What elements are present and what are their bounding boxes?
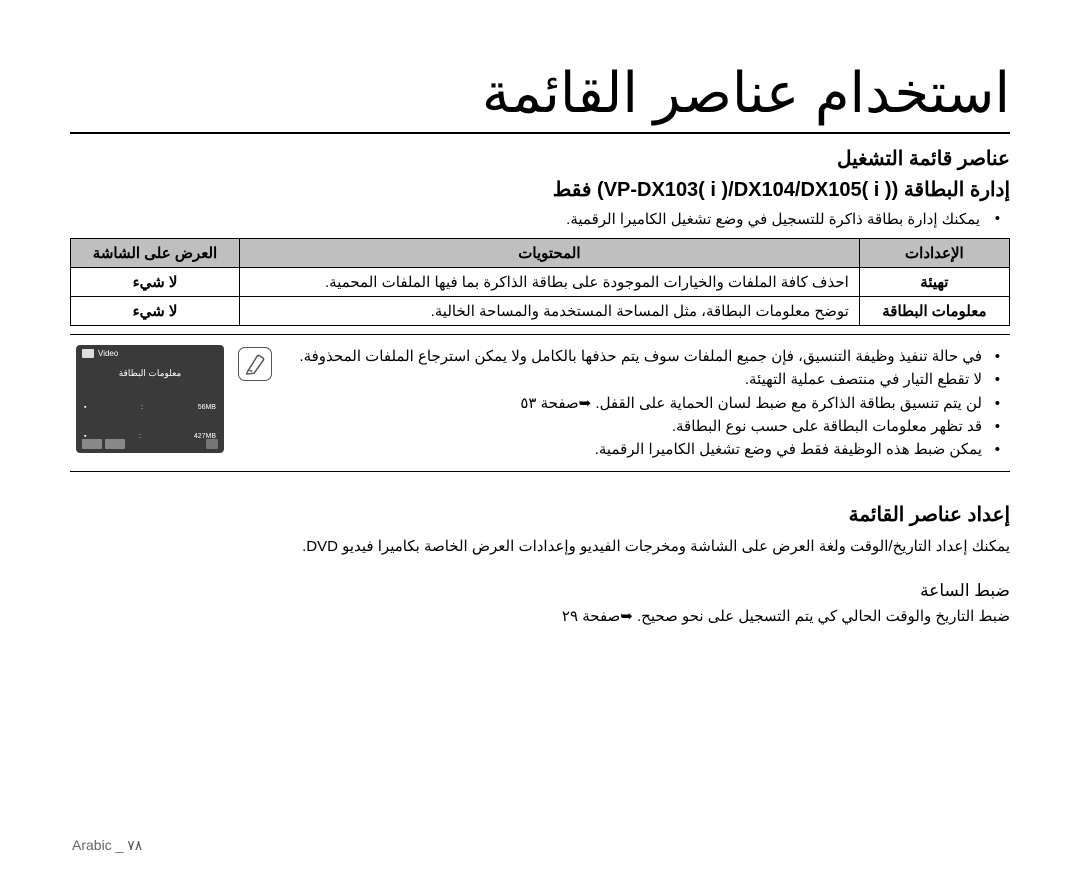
thumb-bottom-right bbox=[206, 439, 218, 449]
cell-display-1: لا شيء bbox=[71, 297, 240, 326]
cell-display-0: لا شيء bbox=[71, 268, 240, 297]
th-settings: الإعدادات bbox=[859, 239, 1009, 268]
note-item: قد تظهر معلومات البطاقة على حسب نوع البط… bbox=[286, 415, 1004, 438]
notes-list: في حالة تنفيذ وظيفة التنسيق، فإن جميع ال… bbox=[286, 345, 1004, 461]
subtitle-pre: إدارة البطاقة bbox=[904, 179, 1010, 201]
title-rule bbox=[70, 132, 1010, 134]
page-number-num: ٧٨ bbox=[127, 837, 142, 853]
page-number: Arabic _ ٧٨ bbox=[72, 837, 142, 854]
subtitle-post: فقط bbox=[553, 179, 592, 201]
page-number-word: Arabic bbox=[72, 837, 112, 853]
note-item: لا تقطع التيار في منتصف عملية التهيئة. bbox=[286, 368, 1004, 391]
note-item: في حالة تنفيذ وظيفة التنسيق، فإن جميع ال… bbox=[286, 345, 1004, 368]
table-row: معلومات البطاقة توضح معلومات البطاقة، مث… bbox=[71, 297, 1010, 326]
camera-screen-thumb: Video معلومات البطاقة ▪:56MB ▪:427MB bbox=[76, 345, 224, 453]
th-contents: المحتويات bbox=[240, 239, 860, 268]
page-title: استخدام عناصر القائمة bbox=[70, 60, 1010, 126]
section1-title: عناصر قائمة التشغيل bbox=[70, 146, 1010, 171]
section1-bullet: يمكنك إدارة بطاقة ذاكرة للتسجيل في وضع ت… bbox=[70, 210, 1010, 228]
cell-content-1: توضح معلومات البطاقة، مثل المساحة المستخ… bbox=[240, 297, 860, 326]
thumb-top-label: Video bbox=[98, 349, 118, 358]
note-item: لن يتم تنسيق بطاقة الذاكرة مع ضبط لسان ا… bbox=[286, 392, 1004, 415]
section2-title: إعداد عناصر القائمة bbox=[70, 502, 1010, 527]
section2-para: يمكنك إعداد التاريخ/الوقت ولغة العرض على… bbox=[70, 535, 1010, 559]
settings-table: الإعدادات المحتويات العرض على الشاشة تهي… bbox=[70, 238, 1010, 326]
note-item: يمكن ضبط هذه الوظيفة فقط في وضع تشغيل ال… bbox=[286, 438, 1004, 461]
thumb-used: 56MB bbox=[198, 403, 216, 413]
section2-subhead: ضبط الساعة bbox=[70, 581, 1010, 601]
thumb-bottom-buttons bbox=[82, 439, 125, 449]
th-display: العرض على الشاشة bbox=[71, 239, 240, 268]
section1-subtitle: إدارة البطاقة (VP-DX103( i )/DX104/DX105… bbox=[70, 177, 1010, 202]
cell-setting-1: معلومات البطاقة bbox=[859, 297, 1009, 326]
cell-setting-0: تهيئة bbox=[859, 268, 1009, 297]
cell-content-0: احذف كافة الملفات والخيارات الموجودة على… bbox=[240, 268, 860, 297]
thumb-mid-label: معلومات البطاقة bbox=[76, 362, 224, 381]
section2-para2: ضبط التاريخ والوقت الحالي كي يتم التسجيل… bbox=[70, 605, 1010, 629]
notes-block: في حالة تنفيذ وظيفة التنسيق، فإن جميع ال… bbox=[70, 334, 1010, 472]
table-header-row: الإعدادات المحتويات العرض على الشاشة bbox=[71, 239, 1010, 268]
video-icon bbox=[82, 349, 94, 358]
table-row: تهيئة احذف كافة الملفات والخيارات الموجو… bbox=[71, 268, 1010, 297]
note-icon bbox=[238, 347, 272, 381]
page-root: استخدام عناصر القائمة عناصر قائمة التشغي… bbox=[0, 0, 1080, 681]
subtitle-model: (VP-DX103( i )/DX104/DX105( i )) bbox=[597, 179, 898, 201]
